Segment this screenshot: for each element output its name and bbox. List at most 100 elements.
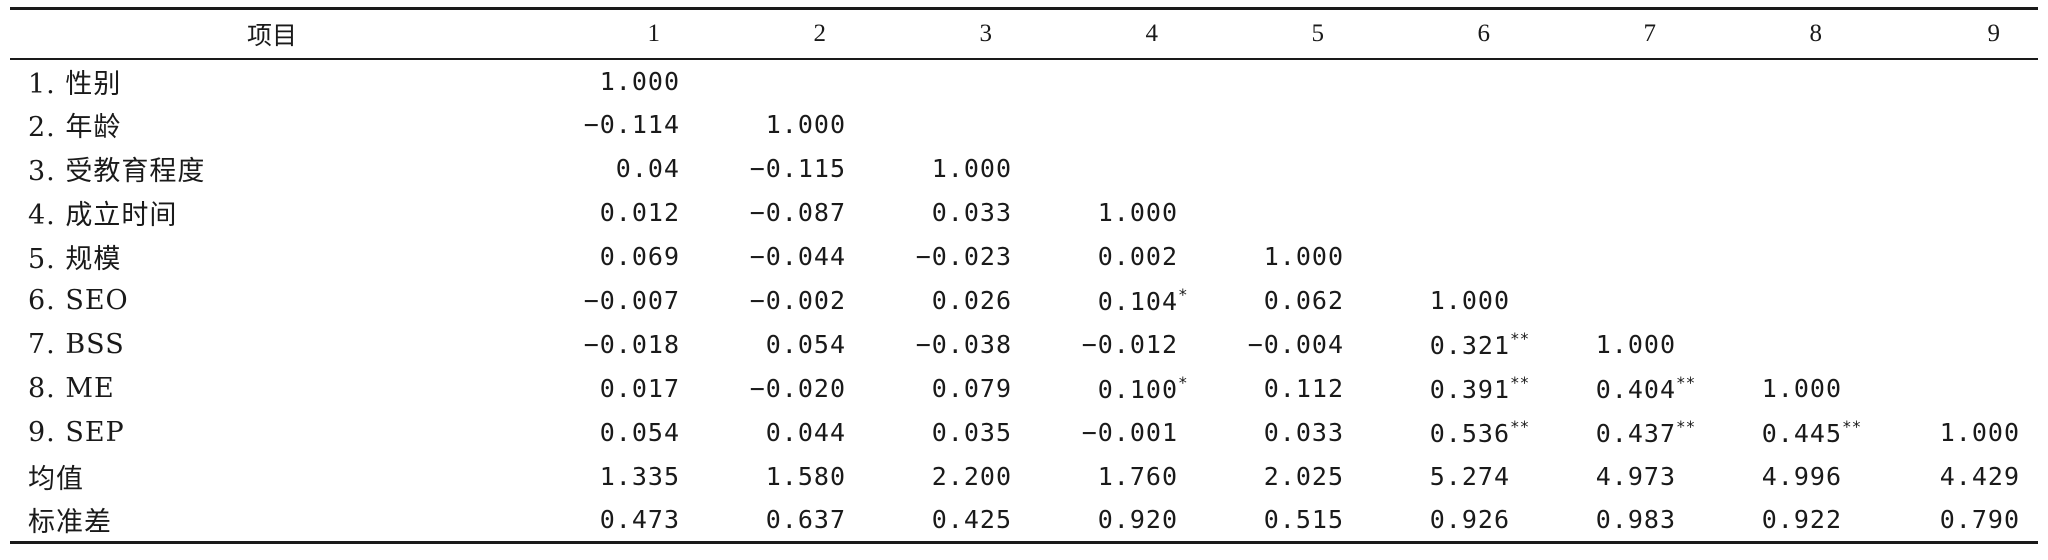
cell-value: 1.000 (931, 154, 1012, 183)
table-cell: 1.000 (1362, 279, 1528, 323)
table-cell: 0.104* (1097, 285, 1188, 316)
header-col-1: 1 (534, 7, 698, 60)
cell-value: 0.054 (599, 418, 680, 447)
cell-value: 1.000 (1939, 418, 2020, 447)
cell-value: 0.437 (1595, 419, 1676, 448)
table-cell: −0.114 (534, 103, 698, 147)
header-col-7: 7 (1528, 7, 1694, 60)
table-cell: −0.038 (864, 323, 1030, 367)
table-cell (864, 103, 1030, 147)
cell-value: 1.000 (1263, 242, 1344, 271)
header-row: 项目 1 2 3 4 5 6 7 8 9 (10, 7, 2038, 60)
table-cell: 0.012 (534, 191, 698, 235)
table-cell (1694, 235, 1860, 279)
cell-value: 1.000 (1761, 374, 1842, 403)
table-cell (1860, 191, 2038, 235)
table-cell: −0.002 (698, 279, 864, 323)
table-cell: 0.920 (1030, 498, 1196, 544)
header-col-9: 9 (1860, 7, 2038, 60)
table-cell: 0.473 (534, 498, 698, 544)
table-cell: 0.983 (1528, 498, 1694, 544)
table-cell: −0.044 (698, 235, 864, 279)
table-cell (1196, 147, 1362, 191)
header-col-6: 6 (1362, 7, 1528, 60)
table-cell: 4.429 (1860, 455, 2038, 499)
cell-value: 0.026 (931, 286, 1012, 315)
cell-value: 2.025 (1263, 462, 1344, 491)
cell-value: 0.062 (1263, 286, 1344, 315)
cell-value: 1.000 (1429, 286, 1510, 315)
cell-value: −0.007 (583, 286, 680, 315)
table-cell: 1.000 (698, 103, 864, 147)
row-label: 5. 规模 (28, 244, 122, 275)
table-cell: 0.054 (698, 323, 864, 367)
table-cell: 0.033 (1196, 411, 1362, 455)
table-cell (1528, 235, 1694, 279)
cell-value: −0.004 (1247, 330, 1344, 359)
table-cell (1030, 147, 1196, 191)
table-cell (1528, 279, 1694, 323)
table-cell: 1.335 (534, 455, 698, 499)
table-cell: 0.391** (1429, 373, 1530, 404)
table-cell: 1.000 (864, 147, 1030, 191)
table-cell: 1.000 (1196, 235, 1362, 279)
table-cell (1196, 191, 1362, 235)
table-cell (1362, 235, 1528, 279)
table-cell: 1.760 (1030, 455, 1196, 499)
cell-value: 0.04 (615, 154, 680, 183)
cell-value: 0.100 (1097, 375, 1178, 404)
table-cell: 0.790 (1860, 498, 2038, 544)
cell-value: 0.079 (931, 374, 1012, 403)
table-cell: 1.000 (1030, 191, 1196, 235)
cell-value: 1.760 (1097, 462, 1178, 491)
cell-value: 4.429 (1939, 462, 2020, 491)
table-cell: 0.445** (1761, 417, 1862, 448)
table-cell (1528, 147, 1694, 191)
table-cell: 0.033 (864, 191, 1030, 235)
table-cell: −0.087 (698, 191, 864, 235)
table-row: 4. 成立时间 0.012 −0.087 0.033 1.000 (10, 191, 2038, 235)
table-cell: 0.079 (864, 367, 1030, 411)
cell-value: 0.002 (1097, 242, 1178, 271)
cell-value: −0.115 (749, 154, 846, 183)
table-cell: 1.000 (1694, 367, 1860, 411)
table-cell (698, 59, 864, 103)
cell-value: 0.012 (599, 198, 680, 227)
header-col-4: 4 (1030, 7, 1196, 60)
table-cell (1860, 279, 2038, 323)
table-cell: −0.020 (698, 367, 864, 411)
table-cell (1860, 367, 2038, 411)
cell-value: −0.023 (915, 242, 1012, 271)
table-row: 8. ME 0.017 −0.020 0.079 0.100* 0.112 0.391** 0… (10, 367, 2038, 411)
table-cell (1694, 147, 1860, 191)
correlation-table: 项目 1 2 3 4 5 6 7 8 9 1. 性别 1.000 2. 年龄 −0.1… (10, 7, 2038, 544)
cell-value: 0.983 (1595, 505, 1676, 535)
table-cell: 0.017 (534, 367, 698, 411)
table-cell: −0.001 (1030, 411, 1196, 455)
header-item: 项目 (10, 7, 534, 60)
cell-value: 0.922 (1761, 505, 1842, 535)
table-body: 1. 性别 1.000 2. 年龄 −0.114 1.000 3. 受教育程度 0.04 −0… (10, 59, 2038, 544)
table-cell: 0.069 (534, 235, 698, 279)
table-cell: 0.002 (1030, 235, 1196, 279)
cell-value: 0.391 (1429, 375, 1510, 404)
table-cell: −0.007 (534, 279, 698, 323)
cell-value: 2.200 (931, 462, 1012, 491)
row-label: 7. BSS (28, 329, 125, 360)
row-label: 均值 (28, 464, 84, 495)
table-cell (1694, 191, 1860, 235)
header-col-5: 5 (1196, 7, 1362, 60)
cell-value: 0.321 (1429, 331, 1510, 360)
table-cell (1362, 59, 1528, 103)
table-row: 1. 性别 1.000 (10, 59, 2038, 103)
table-cell (1030, 59, 1196, 103)
cell-value: 4.973 (1595, 462, 1676, 491)
table-cell: 0.035 (864, 411, 1030, 455)
row-label: 3. 受教育程度 (28, 156, 206, 187)
row-label: 1. 性别 (28, 68, 122, 100)
row-label: 4. 成立时间 (28, 200, 178, 231)
table-cell (1362, 103, 1528, 147)
table-row: 9. SEP 0.054 0.044 0.035 −0.001 0.033 0.536** 0… (10, 411, 2038, 455)
table-cell: 1.000 (1528, 323, 1694, 367)
table-cell: 0.515 (1196, 498, 1362, 544)
